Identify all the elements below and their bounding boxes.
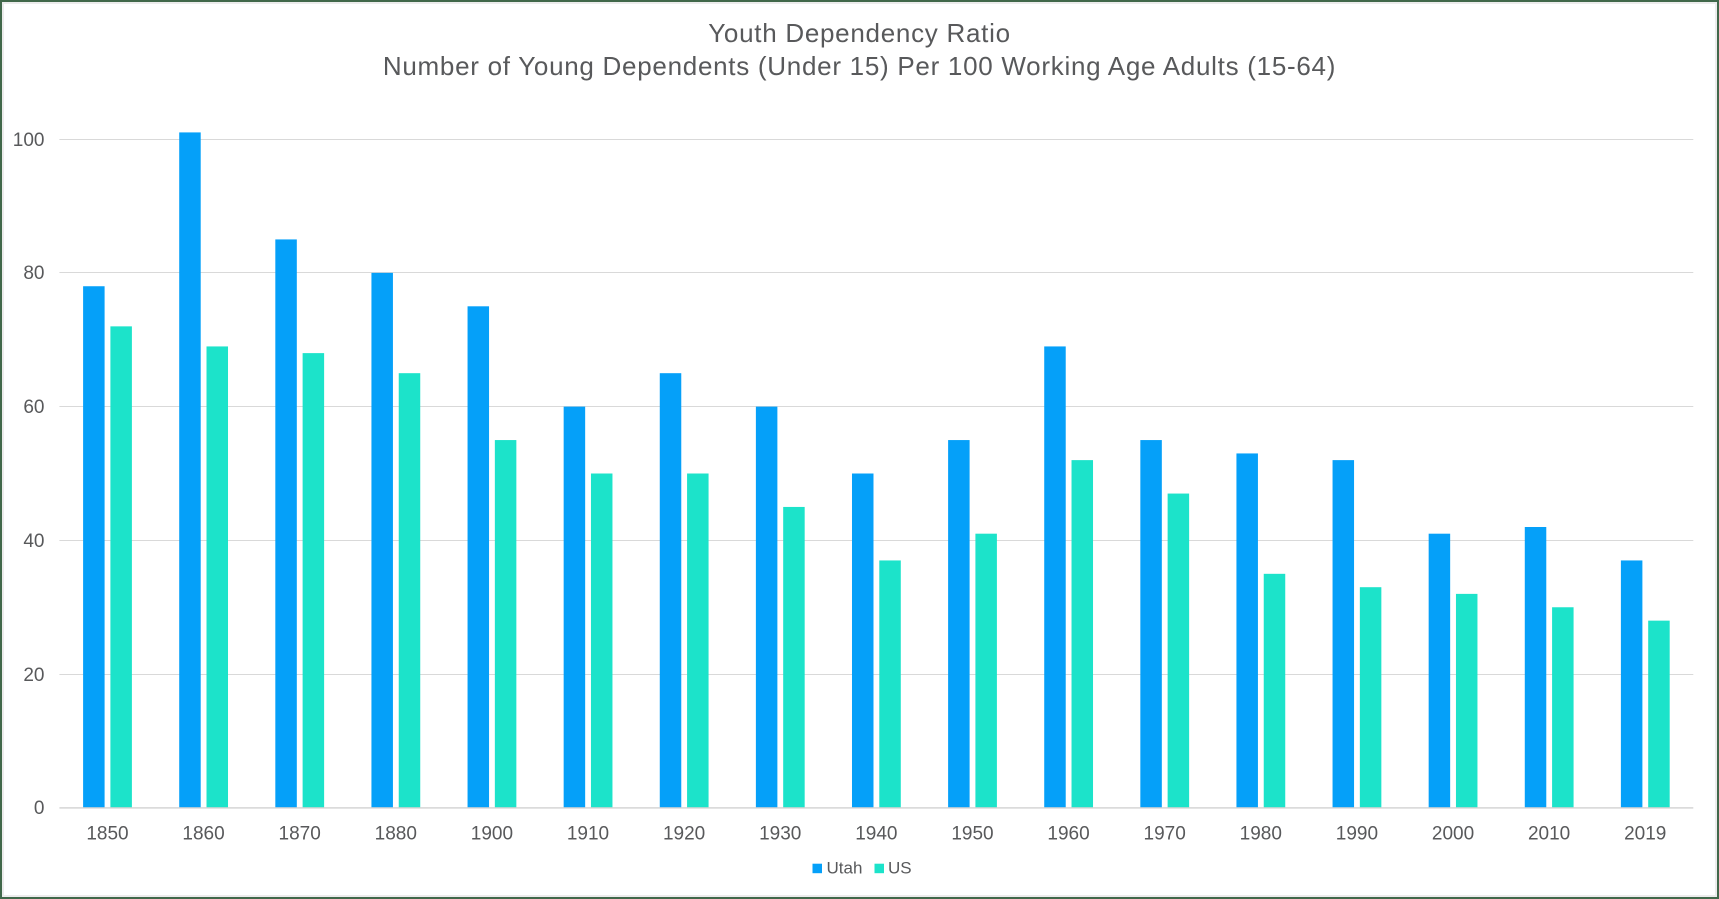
svg-text:60: 60 [23,397,44,418]
svg-text:1870: 1870 [279,823,321,844]
svg-text:US: US [888,858,912,877]
svg-text:1850: 1850 [86,823,128,844]
svg-text:1990: 1990 [1336,823,1378,844]
svg-text:100: 100 [13,130,45,151]
svg-text:1920: 1920 [663,823,705,844]
svg-text:1860: 1860 [182,823,224,844]
svg-text:1930: 1930 [759,823,801,844]
svg-text:40: 40 [23,531,44,552]
svg-text:1960: 1960 [1047,823,1089,844]
svg-text:1940: 1940 [855,823,897,844]
svg-text:1980: 1980 [1240,823,1282,844]
svg-text:1970: 1970 [1144,823,1186,844]
svg-text:20: 20 [23,665,44,686]
svg-text:1900: 1900 [471,823,513,844]
svg-text:2019: 2019 [1624,823,1666,844]
svg-text:2010: 2010 [1528,823,1570,844]
svg-text:2000: 2000 [1432,823,1474,844]
svg-text:1950: 1950 [951,823,993,844]
svg-text:0: 0 [34,798,45,819]
svg-text:1910: 1910 [567,823,609,844]
svg-text:Utah: Utah [827,858,863,877]
svg-text:80: 80 [23,263,44,284]
svg-text:1880: 1880 [375,823,417,844]
